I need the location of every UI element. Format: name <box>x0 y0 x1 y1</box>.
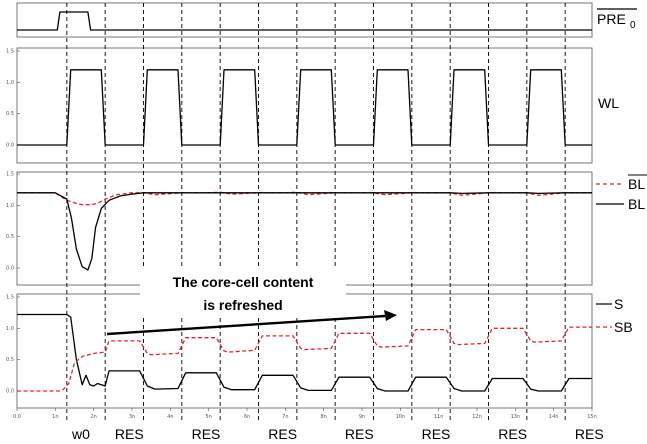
sb-legend: SB <box>596 319 633 335</box>
phase-label: w0 <box>71 426 90 442</box>
pre0-label: PRE 0 <box>597 8 637 31</box>
s-ytick-label: 0.5 <box>6 357 14 363</box>
bl-label: BL <box>628 196 645 212</box>
wl-series-wl <box>17 69 592 146</box>
annotation-background <box>140 268 346 318</box>
phase-label: RES <box>498 426 527 442</box>
annotation-line1: The core-cell content <box>173 274 314 290</box>
x-tick-label: 7n <box>282 414 288 420</box>
bl-series-bl <box>17 192 592 271</box>
s-ytick-label: 1.5 <box>6 295 14 301</box>
pre0-frame <box>16 2 593 38</box>
bl-legend: BL <box>596 196 645 212</box>
x-tick-label: 6n <box>244 414 250 420</box>
x-tick-label: 9n <box>359 414 365 420</box>
phase-label: RES <box>345 426 374 442</box>
x-tick-label: 5n <box>205 414 211 420</box>
pre-label-text: PRE <box>597 11 626 27</box>
wl-ytick-label: 0.0 <box>6 143 14 149</box>
x-tick-label: 11n <box>434 414 444 420</box>
bl-ytick-label: 0.0 <box>6 266 14 272</box>
phase-labels: w0 RES RES RES RES RES RES RES <box>71 426 604 442</box>
annotation-line2: is refreshed <box>203 297 282 313</box>
bl-ytick-label: 1.0 <box>6 203 14 209</box>
wl-ytick-label: 1.5 <box>6 49 14 55</box>
wl-ytick-label: 0.5 <box>6 111 14 117</box>
x-tick-label: 1n <box>52 414 58 420</box>
phase-label: RES <box>422 426 451 442</box>
x-tick-label: 4n <box>167 414 173 420</box>
x-tick-label: 0.0 <box>13 414 21 420</box>
refresh-annotation: The core-cell content is refreshed <box>106 268 397 336</box>
x-tick-label: 13n <box>511 414 521 420</box>
phase-label: RES <box>268 426 297 442</box>
dashed-gridlines <box>66 3 566 423</box>
s-legend: S <box>596 296 623 312</box>
phase-label: RES <box>575 426 604 442</box>
s-ytick-label: 0.0 <box>6 389 14 395</box>
bl-ytick-label: 0.5 <box>6 234 14 240</box>
x-tick-label: 12n <box>472 414 482 420</box>
bl-ytick-label: 1.5 <box>6 172 14 178</box>
s-label: S <box>614 296 623 312</box>
x-tick-label: 10n <box>396 414 406 420</box>
x-tick-label: 2n <box>90 414 96 420</box>
phase-label: RES <box>192 426 221 442</box>
s-series-s <box>17 313 592 392</box>
s-series-sb <box>17 326 592 392</box>
x-tick-label: 8n <box>320 414 326 420</box>
annotation-arrow-shaft <box>106 314 386 336</box>
x-tick-label: 14n <box>549 414 559 420</box>
tick-labels: 0.0 0.5 1.0 1.5 0.0 0.5 1.0 1.5 0.0 0.5 1.0 1.5 0.0 1… <box>6 49 597 421</box>
wl-label: WL <box>598 95 619 111</box>
sb-label: SB <box>614 319 633 335</box>
bl-bar-legend: BL <box>596 174 647 192</box>
bl-series-bl-bar <box>17 191 592 206</box>
s-ytick-label: 1.0 <box>6 326 14 332</box>
phase-label: RES <box>115 426 144 442</box>
bl-bar-label: BL <box>628 176 645 192</box>
pre-label-subscript: 0 <box>630 20 636 31</box>
x-tick-label: 3n <box>129 414 135 420</box>
wl-ytick-label: 1.0 <box>6 80 14 86</box>
wl-frame <box>16 47 593 164</box>
x-tick-label: 15n <box>587 414 597 420</box>
pre0-series-pre0 <box>17 11 592 31</box>
annotation-arrow-head <box>384 310 397 321</box>
waveforms <box>17 11 592 392</box>
